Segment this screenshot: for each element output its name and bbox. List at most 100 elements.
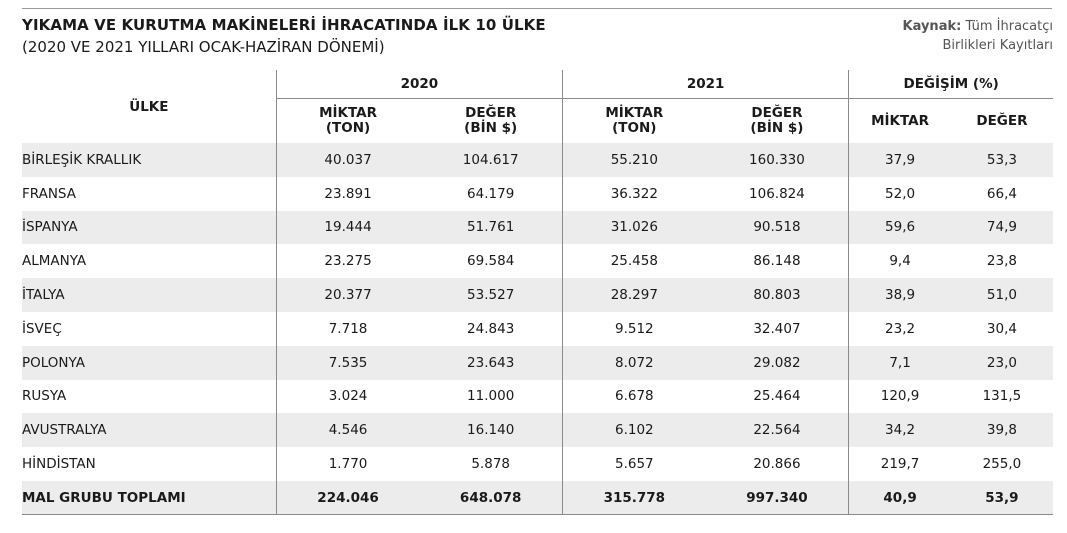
change-header: DEĞİŞİM (%): [848, 70, 1053, 99]
cell-quantity-2020: 19.444: [275, 210, 420, 245]
cell-country: POLONYA: [22, 345, 277, 380]
cell-country: AVUSTRALYA: [22, 413, 277, 448]
cell-country: HİNDİSTAN: [22, 447, 277, 481]
table-row: HİNDİSTAN 1.770 5.878 5.657 20.866 219,7 255,0: [22, 447, 1053, 481]
cell-quantity-2020: 23.891: [275, 176, 420, 211]
table-row: AVUSTRALYA 4.546 16.140 6.102 22.564 34,2 39,8: [22, 413, 1053, 448]
cell-change-value: 66,4: [950, 176, 1053, 211]
cell-value-2020: 104.617: [419, 143, 563, 177]
cell-quantity-2020: 4.546: [275, 413, 420, 448]
sub-header-2020-quantity: MİKTAR (TON): [275, 98, 420, 143]
source-line-2: Birlikleri Kayıtları: [942, 38, 1053, 53]
cell-change-value: 74,9: [950, 210, 1053, 245]
cell-value-2020: 24.843: [419, 311, 563, 346]
cell-change-value: 51,0: [950, 278, 1053, 312]
sub-header-2020-value: DEĞER (BİN $): [464, 105, 518, 136]
cell-value-2021: 32.407: [705, 311, 849, 346]
sub-header-2021-quantity: MİKTAR (TON): [561, 98, 706, 143]
table-row: RUSYA 3.024 11.000 6.678 25.464 120,9 131,5: [22, 379, 1053, 414]
cell-change-value: 39,8: [950, 413, 1053, 448]
cell-country: İSVEÇ: [22, 311, 277, 346]
cell-quantity-2021: 6.678: [561, 379, 706, 414]
cell-change-quantity: 7,1: [848, 345, 951, 380]
cell-value-2020: 53.527: [419, 278, 563, 312]
cell-country: ALMANYA: [22, 244, 277, 279]
cell-country: İTALYA: [22, 278, 277, 312]
cell-quantity-2021: 31.026: [561, 210, 706, 245]
cell-quantity-2021: 36.322: [561, 176, 706, 211]
table-row: FRANSA 23.891 64.179 36.322 106.824 52,0 66,4: [22, 176, 1053, 211]
cell-country: MAL GRUBU TOPLAMI: [22, 480, 277, 515]
cell-change-quantity: 219,7: [848, 447, 951, 481]
source-line-1: Tüm İhracatçı: [965, 19, 1053, 34]
cell-quantity-2020: 20.377: [275, 278, 420, 312]
cell-quantity-2020: 40.037: [275, 143, 420, 177]
cell-change-quantity: 23,2: [848, 311, 951, 346]
cell-quantity-2021: 25.458: [561, 244, 706, 279]
year-2020-header: 2020: [275, 70, 563, 99]
table-row: POLONYA 7.535 23.643 8.072 29.082 7,1 23,0: [22, 345, 1053, 380]
cell-value-2021: 80.803: [705, 278, 849, 312]
cell-quantity-2021: 6.102: [561, 413, 706, 448]
sub-header-2021-value: DEĞER (BİN $): [750, 105, 804, 136]
table-row: ALMANYA 23.275 69.584 25.458 86.148 9,4 23,8: [22, 244, 1053, 279]
source-label: Kaynak:: [902, 19, 962, 34]
cell-value-2021: 106.824: [705, 176, 849, 211]
top-rule: [22, 8, 1052, 9]
table-row: İSVEÇ 7.718 24.843 9.512 32.407 23,2 30,4: [22, 311, 1053, 346]
table-row: İTALYA 20.377 53.527 28.297 80.803 38,9 51,0: [22, 278, 1053, 312]
cell-quantity-2020: 3.024: [275, 379, 420, 414]
table-body: BİRLEŞİK KRALLIK 40.037 104.617 55.210 160.3…: [22, 143, 1053, 515]
cell-quantity-2020: 1.770: [275, 447, 420, 481]
cell-quantity-2020: 7.718: [275, 311, 420, 346]
table-row: BİRLEŞİK KRALLIK 40.037 104.617 55.210 160.3…: [22, 143, 1053, 177]
cell-quantity-2021: 5.657: [561, 447, 706, 481]
cell-change-value: 23,8: [950, 244, 1053, 279]
cell-change-quantity: 40,9: [848, 480, 951, 515]
cell-change-value: 255,0: [950, 447, 1053, 481]
total-row: MAL GRUBU TOPLAMI 224.046 648.078 315.778 99…: [22, 480, 1053, 515]
table-row: İSPANYA 19.444 51.761 31.026 90.518 59,6 74,9: [22, 210, 1053, 245]
cell-value-2021: 90.518: [705, 210, 849, 245]
export-table: ÜLKE 2020 2021 DEĞİŞİM (%) MİKTAR (TON) D…: [22, 70, 1053, 515]
cell-value-2021: 29.082: [705, 345, 849, 380]
year-2021-header: 2021: [561, 70, 849, 99]
cell-quantity-2020: 23.275: [275, 244, 420, 279]
cell-change-quantity: 59,6: [848, 210, 951, 245]
cell-quantity-2021: 9.512: [561, 311, 706, 346]
cell-value-2020: 16.140: [419, 413, 563, 448]
cell-value-2021: 86.148: [705, 244, 849, 279]
sub-header-change-quantity: MİKTAR: [848, 98, 951, 143]
cell-value-2020: 51.761: [419, 210, 563, 245]
cell-value-2021: 22.564: [705, 413, 849, 448]
cell-value-2021: 20.866: [705, 447, 849, 481]
cell-quantity-2020: 224.046: [275, 480, 420, 515]
cell-country: RUSYA: [22, 379, 277, 414]
cell-value-2020: 5.878: [419, 447, 563, 481]
cell-value-2021: 997.340: [705, 480, 849, 515]
cell-quantity-2021: 315.778: [561, 480, 706, 515]
cell-change-quantity: 38,9: [848, 278, 951, 312]
sub-header-change-value: DEĞER: [976, 112, 1028, 129]
country-column-header: ÜLKE: [129, 98, 169, 115]
cell-change-quantity: 37,9: [848, 143, 951, 177]
cell-change-value: 23,0: [950, 345, 1053, 380]
cell-change-value: 53,3: [950, 143, 1053, 177]
cell-change-value: 30,4: [950, 311, 1053, 346]
cell-quantity-2021: 55.210: [561, 143, 706, 177]
cell-value-2021: 25.464: [705, 379, 849, 414]
cell-value-2020: 69.584: [419, 244, 563, 279]
cell-quantity-2021: 28.297: [561, 278, 706, 312]
cell-value-2020: 23.643: [419, 345, 563, 380]
cell-change-quantity: 34,2: [848, 413, 951, 448]
cell-change-value: 53,9: [950, 480, 1053, 515]
cell-value-2020: 648.078: [419, 480, 563, 515]
cell-change-quantity: 120,9: [848, 379, 951, 414]
page-title: YIKAMA VE KURUTMA MAKİNELERİ İHRACATINDA…: [22, 16, 546, 34]
page-subtitle: (2020 VE 2021 YILLARI OCAK-HAZİRAN DÖNEM…: [22, 38, 385, 56]
cell-value-2020: 64.179: [419, 176, 563, 211]
bottom-rule: [22, 514, 1053, 515]
cell-change-value: 131,5: [950, 379, 1053, 414]
cell-country: İSPANYA: [22, 210, 277, 245]
cell-country: FRANSA: [22, 176, 277, 211]
